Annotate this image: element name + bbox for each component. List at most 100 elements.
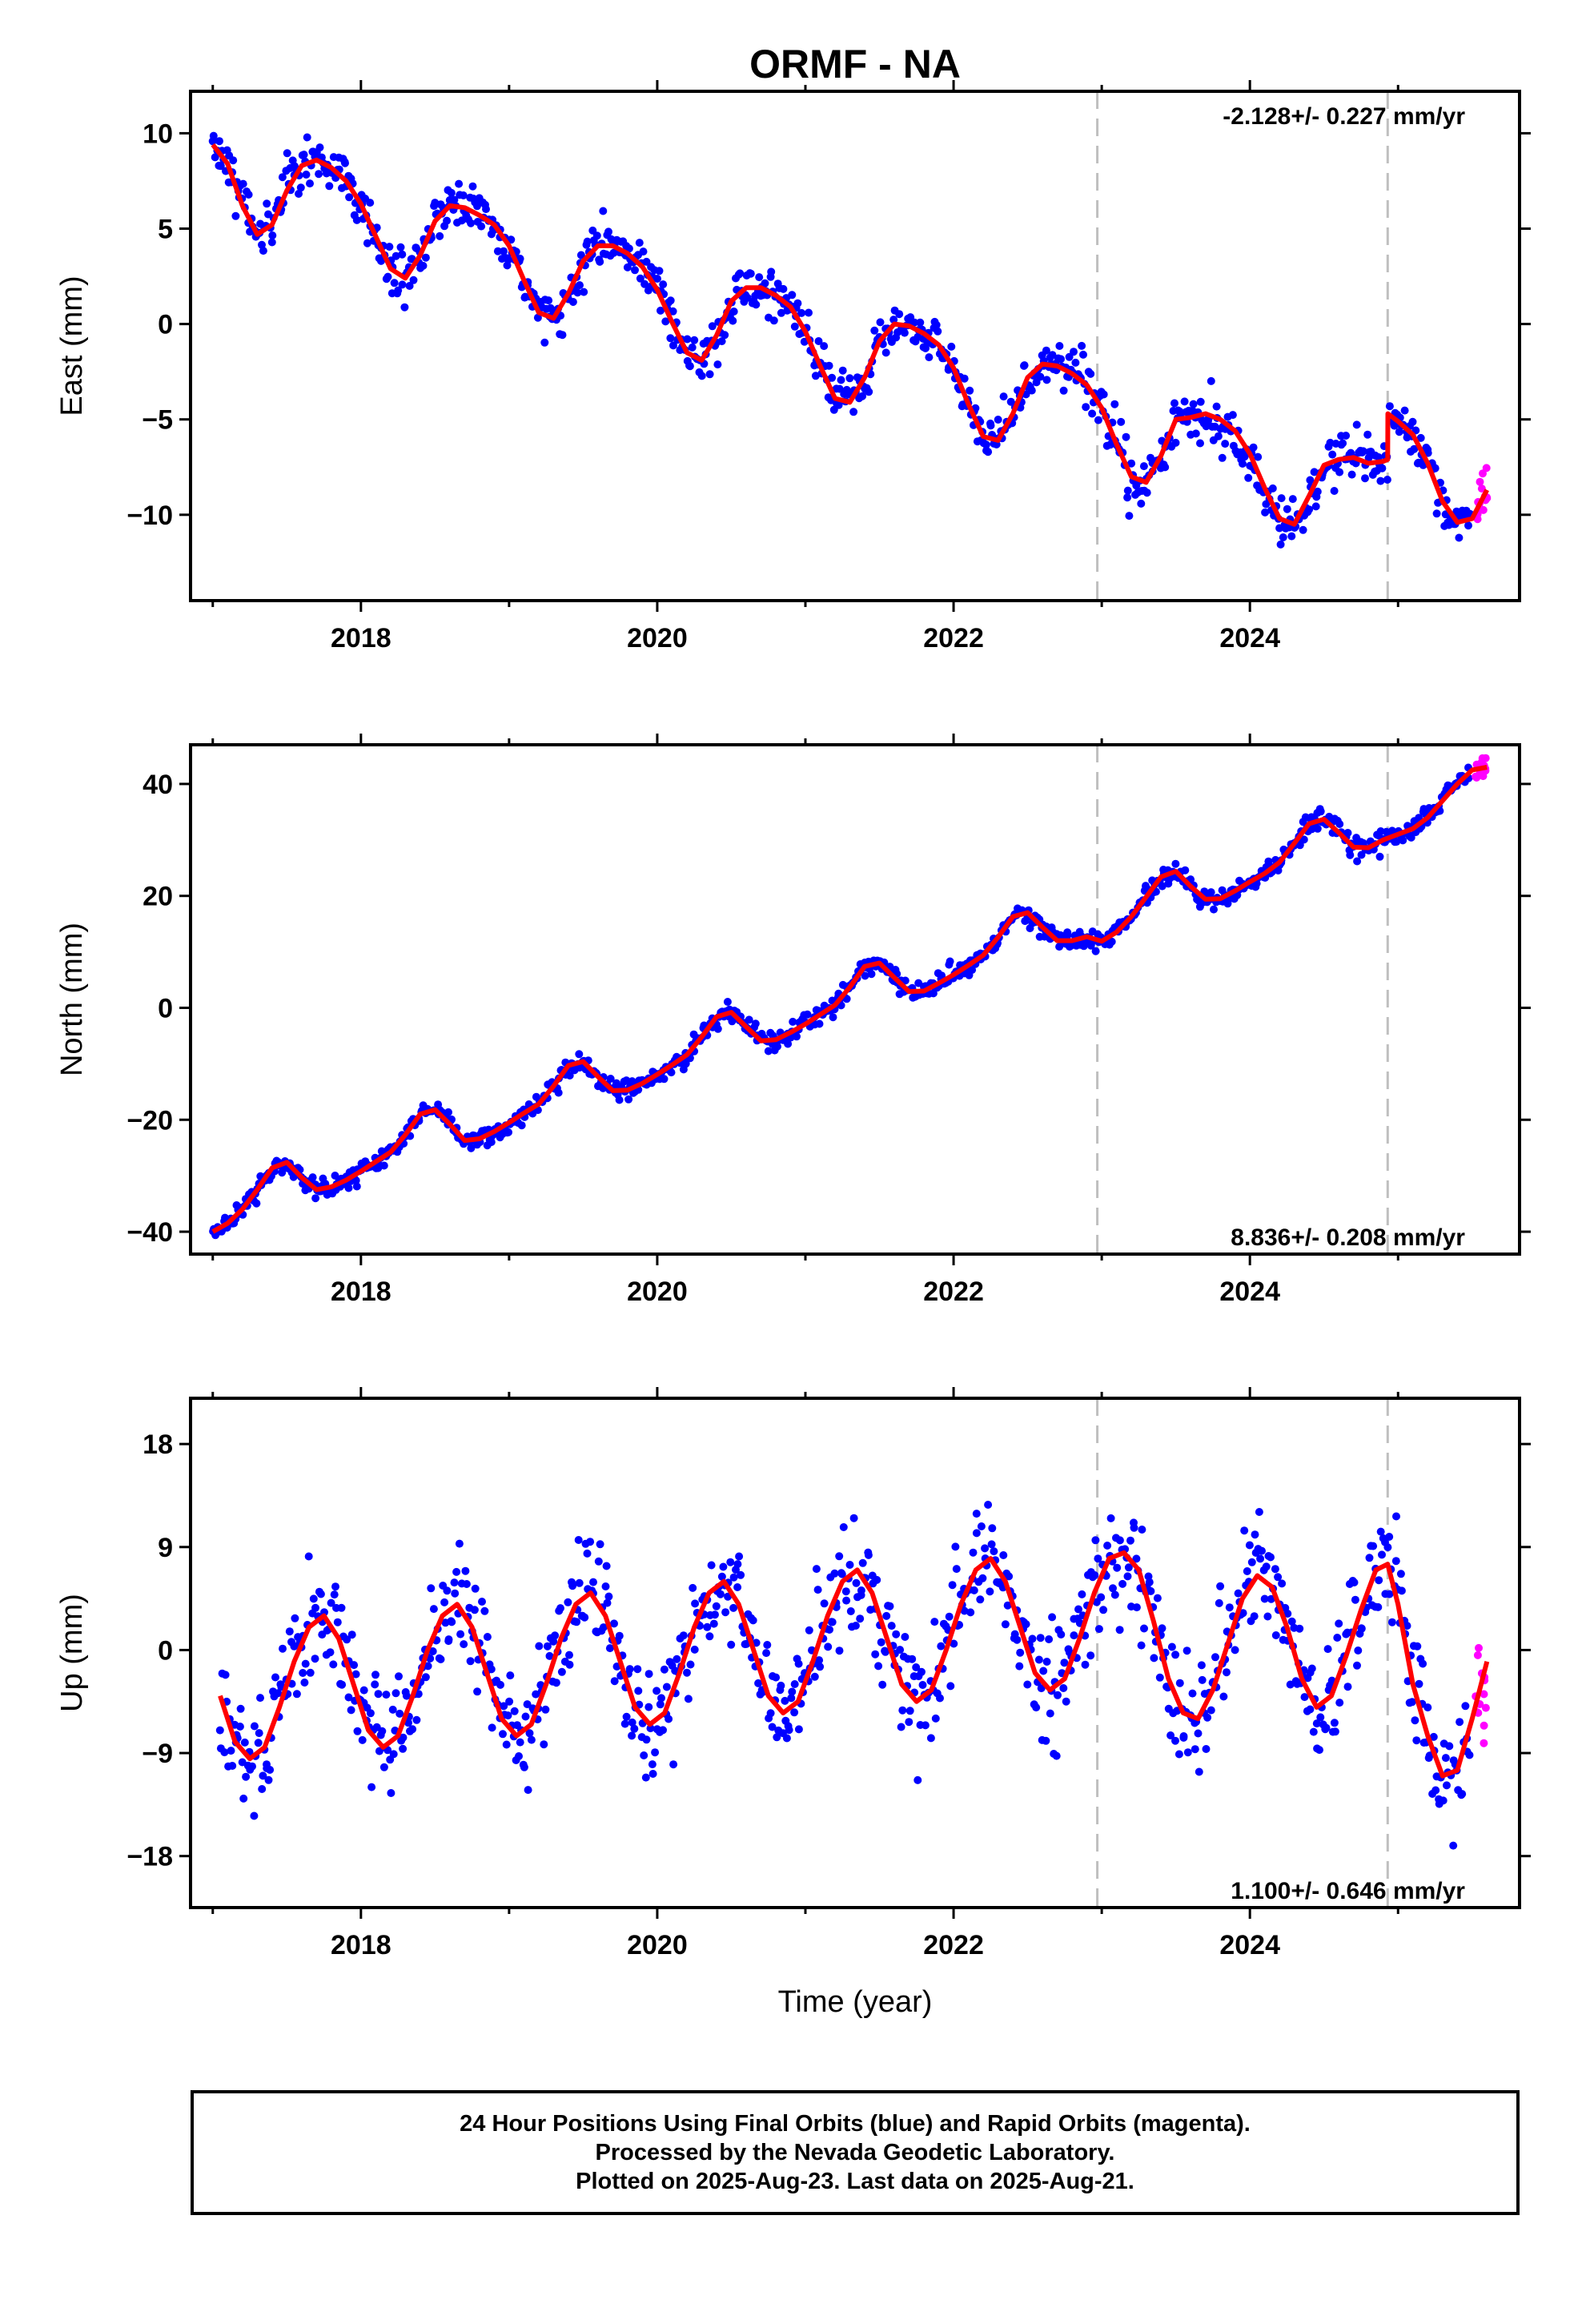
up-point <box>849 1514 858 1522</box>
up-point <box>1140 1624 1148 1633</box>
up-point <box>1097 1593 1106 1602</box>
up-point <box>333 1618 342 1626</box>
up-point <box>254 1739 263 1747</box>
east-point <box>604 227 612 236</box>
east-point <box>870 326 879 335</box>
north-point <box>784 1039 793 1048</box>
up-point <box>589 1578 597 1586</box>
east-point <box>1189 400 1198 408</box>
up-point <box>1022 1620 1030 1629</box>
up-point <box>787 1694 796 1703</box>
east-point <box>345 193 354 202</box>
up-point <box>1150 1654 1158 1663</box>
up-point <box>1005 1572 1014 1581</box>
east-point <box>631 266 639 275</box>
up-point <box>788 1687 797 1696</box>
north-point <box>1295 841 1304 850</box>
east-point <box>1082 403 1090 412</box>
up-point <box>412 1715 421 1724</box>
up-point <box>825 1626 833 1634</box>
up-point <box>727 1640 736 1649</box>
up-point <box>926 1734 935 1743</box>
up-point <box>1175 1679 1184 1687</box>
up-point <box>1267 1553 1275 1562</box>
east-point <box>1254 452 1263 461</box>
up-point <box>1274 1573 1283 1582</box>
east-point <box>1359 447 1367 456</box>
up-point <box>429 1605 438 1614</box>
up-point <box>428 1647 437 1655</box>
north-point <box>667 1068 676 1077</box>
up-point <box>1351 1595 1359 1604</box>
east-point <box>1361 474 1369 483</box>
east-point <box>405 282 414 290</box>
east-model-line <box>211 143 1489 527</box>
up-point <box>1374 1602 1383 1611</box>
up-point <box>856 1614 865 1623</box>
up-point <box>1251 1530 1259 1539</box>
east-point <box>834 400 843 409</box>
east-point <box>1079 350 1087 359</box>
east-point <box>263 199 271 208</box>
east-rapid-point <box>1482 464 1491 472</box>
up-point <box>845 1561 854 1569</box>
east-ytick-label: −5 <box>142 405 173 436</box>
up-point <box>633 1665 642 1674</box>
east-point <box>708 322 717 331</box>
east-point <box>315 170 323 179</box>
north-point <box>946 957 954 966</box>
north-point <box>1055 943 1064 951</box>
up-point <box>729 1603 738 1612</box>
north-point <box>901 976 909 985</box>
up-point <box>990 1547 998 1556</box>
up-point <box>644 1670 653 1679</box>
up-point <box>1078 1590 1086 1598</box>
up-point <box>1365 1554 1374 1562</box>
east-panel: 10 5 0 −5 −10 2018 2020 2022 2024 -2.128+/- 0.22… <box>55 80 1531 653</box>
east-point <box>244 191 253 199</box>
up-point <box>309 1594 318 1603</box>
east-point <box>736 269 745 278</box>
east-point <box>845 374 854 383</box>
up-point <box>656 1700 665 1709</box>
up-point <box>483 1633 492 1641</box>
up-point <box>640 1751 648 1759</box>
east-point <box>1276 540 1285 549</box>
north-point <box>1307 825 1316 834</box>
up-point <box>969 1548 978 1557</box>
up-point <box>1197 1661 1206 1670</box>
up-point <box>1407 1698 1416 1707</box>
up-point <box>499 1730 507 1739</box>
east-ytick-label: 5 <box>158 215 173 245</box>
north-point <box>764 1047 773 1055</box>
up-point <box>851 1622 860 1630</box>
up-point <box>564 1598 572 1606</box>
east-point <box>1352 420 1361 429</box>
east-point <box>717 337 726 346</box>
east-point <box>790 322 799 331</box>
up-point <box>1174 1750 1183 1759</box>
up-point <box>733 1560 742 1569</box>
east-xtick-label: 2024 <box>1219 623 1280 653</box>
north-point <box>487 1138 496 1147</box>
up-point <box>835 1552 844 1561</box>
up-point <box>1166 1731 1175 1739</box>
up-point <box>1267 1594 1275 1603</box>
east-point <box>669 307 677 316</box>
caption-line-3: Plotted on 2025-Aug-23. Last data on 202… <box>576 2169 1134 2194</box>
up-point <box>242 1772 251 1781</box>
east-point <box>540 338 549 347</box>
east-point <box>215 137 223 146</box>
north-point <box>815 1019 824 1028</box>
up-point <box>1094 1625 1103 1634</box>
east-point <box>1127 459 1136 468</box>
up-point <box>1306 1705 1315 1714</box>
up-rapid-point <box>1480 1690 1488 1699</box>
north-model-line <box>211 765 1488 1234</box>
east-point <box>296 183 305 192</box>
up-point <box>1423 1703 1432 1712</box>
east-plot-border <box>189 90 1521 602</box>
up-point <box>835 1647 844 1655</box>
north-point <box>751 1019 760 1028</box>
up-point <box>1054 1691 1062 1699</box>
